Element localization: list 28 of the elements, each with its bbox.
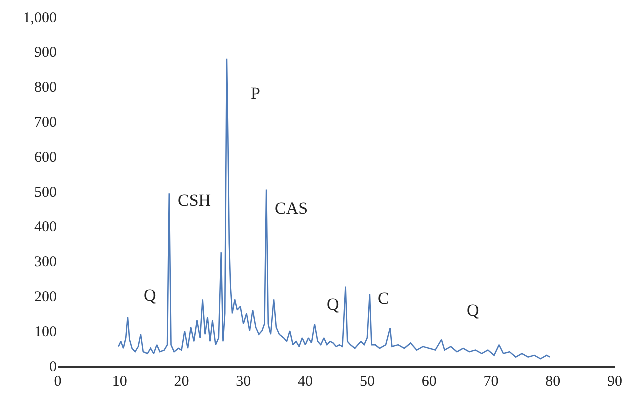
line-series — [118, 58, 551, 360]
annotation: CAS — [275, 199, 308, 218]
annotation: P — [251, 84, 260, 103]
y-tick-label: 400 — [34, 220, 57, 236]
annotation: Q — [467, 301, 480, 320]
annotation: Q — [144, 286, 156, 305]
y-tick-label: 500 — [34, 184, 57, 201]
x-tick-label: 70 — [484, 374, 499, 390]
y-tick-label: 800 — [34, 80, 57, 96]
x-tick-label: 60 — [422, 374, 437, 390]
annotation: C — [378, 289, 390, 308]
x-tick-label: 20 — [174, 374, 190, 390]
annotation: CSH — [178, 191, 212, 210]
y-tick-label: 300 — [34, 254, 57, 271]
x-tick-label: 80 — [546, 374, 561, 390]
y-tick-label: 600 — [34, 150, 57, 166]
x-tick-label: 50 — [360, 374, 375, 390]
x-tick-label: 40 — [298, 374, 314, 390]
y-tick-label: 700 — [34, 114, 57, 131]
x-tick-label: 30 — [236, 374, 252, 390]
y-tick-label: 900 — [34, 45, 57, 62]
x-tick-label: 10 — [112, 374, 128, 390]
y-tick-label: 100 — [34, 324, 57, 340]
annotation: Q — [327, 295, 340, 314]
x-tick-label: 90 — [608, 374, 622, 390]
y-tick-label: 1,000 — [23, 10, 57, 26]
y-tick-label: 0 — [50, 359, 57, 376]
y-tick-label: 200 — [34, 289, 57, 306]
